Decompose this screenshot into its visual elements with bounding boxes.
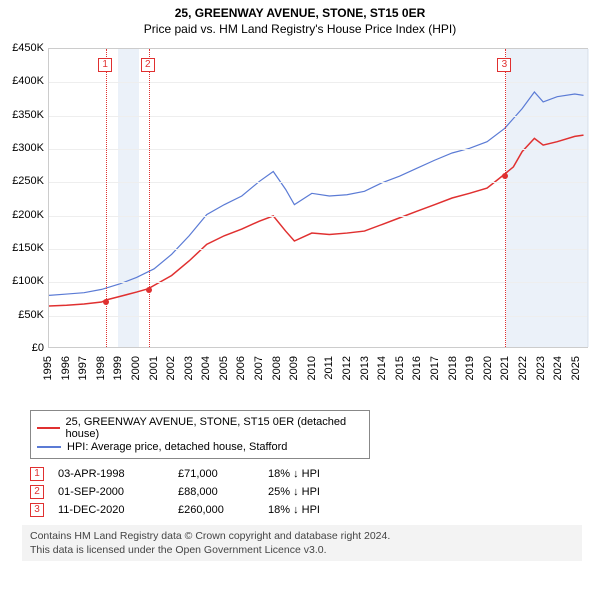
x-axis-label: 2004: [200, 356, 212, 380]
x-axis-label: 2018: [447, 356, 459, 380]
plot-region: [48, 48, 588, 348]
event-vline: [149, 49, 150, 347]
x-axis-label: 1996: [60, 356, 72, 380]
x-axis-label: 2006: [235, 356, 247, 380]
event-date: 11-DEC-2020: [58, 504, 178, 516]
x-axis-label: 2017: [429, 356, 441, 380]
series-line: [49, 92, 584, 295]
events-table: 103-APR-1998£71,00018% ↓ HPI201-SEP-2000…: [30, 467, 600, 517]
event-marker-2: 2: [141, 58, 155, 72]
event-value: £260,000: [178, 504, 268, 516]
x-axis-label: 1997: [77, 356, 89, 380]
event-value: £71,000: [178, 468, 268, 480]
event-number-box: 1: [30, 467, 44, 481]
legend-box: 25, GREENWAY AVENUE, STONE, ST15 0ER (de…: [30, 410, 370, 459]
x-axis-label: 2024: [552, 356, 564, 380]
series-marker-dot: [146, 287, 152, 293]
y-axis-label: £150K: [2, 242, 44, 254]
legend-row: 25, GREENWAY AVENUE, STONE, ST15 0ER (de…: [37, 416, 363, 440]
y-axis-label: £250K: [2, 175, 44, 187]
x-axis-label: 2014: [376, 356, 388, 380]
y-axis-label: £350K: [2, 109, 44, 121]
event-delta: 25% ↓ HPI: [268, 486, 320, 498]
y-axis-label: £300K: [2, 142, 44, 154]
legend-row: HPI: Average price, detached house, Staf…: [37, 441, 363, 453]
event-delta: 18% ↓ HPI: [268, 504, 320, 516]
event-delta: 18% ↓ HPI: [268, 468, 320, 480]
event-value: £88,000: [178, 486, 268, 498]
footer-line-1: Contains HM Land Registry data © Crown c…: [30, 529, 574, 543]
event-number-box: 3: [30, 503, 44, 517]
event-vline: [505, 49, 506, 347]
x-axis-label: 2009: [288, 356, 300, 380]
event-row: 1 03-APR-1998£71,00018% ↓ HPI: [30, 467, 600, 481]
y-axis-label: £0: [2, 342, 44, 354]
event-date: 03-APR-1998: [58, 468, 178, 480]
event-number-box: 2: [30, 485, 44, 499]
x-axis-label: 2010: [306, 356, 318, 380]
x-axis-label: 1995: [42, 356, 54, 380]
chart-title-block: 25, GREENWAY AVENUE, STONE, ST15 0ER Pri…: [0, 0, 600, 36]
x-axis-label: 2005: [218, 356, 230, 380]
x-axis-label: 2011: [323, 356, 335, 380]
event-row: 3 11-DEC-2020£260,00018% ↓ HPI: [30, 503, 600, 517]
x-axis-label: 2020: [482, 356, 494, 380]
x-axis-label: 1999: [112, 356, 124, 380]
event-date: 01-SEP-2000: [58, 486, 178, 498]
event-row: 2 01-SEP-2000£88,00025% ↓ HPI: [30, 485, 600, 499]
x-axis-label: 2016: [411, 356, 423, 380]
x-axis-label: 2025: [570, 356, 582, 380]
x-axis-label: 2007: [253, 356, 265, 380]
legend-swatch: [37, 446, 61, 448]
title-line-2: Price paid vs. HM Land Registry's House …: [0, 22, 600, 36]
x-axis-label: 1998: [95, 356, 107, 380]
event-marker-3: 3: [497, 58, 511, 72]
legend-label: HPI: Average price, detached house, Staf…: [67, 441, 287, 453]
x-axis-label: 2001: [148, 356, 160, 380]
attribution-footer: Contains HM Land Registry data © Crown c…: [22, 525, 582, 561]
y-axis-label: £50K: [2, 309, 44, 321]
series-marker-dot: [103, 299, 109, 305]
x-axis-label: 2023: [535, 356, 547, 380]
chart-area: £0 £50K £100K £150K £200K £250K £300K £350K £400…: [0, 40, 600, 410]
x-axis-label: 2000: [130, 356, 142, 380]
legend-label: 25, GREENWAY AVENUE, STONE, ST15 0ER (de…: [66, 416, 364, 440]
x-axis-label: 2008: [271, 356, 283, 380]
x-axis-label: 2019: [464, 356, 476, 380]
y-axis-label: £450K: [2, 42, 44, 54]
legend-swatch: [37, 427, 60, 429]
x-axis-label: 2003: [183, 356, 195, 380]
y-axis-label: £200K: [2, 209, 44, 221]
event-marker-1: 1: [98, 58, 112, 72]
x-axis-label: 2015: [394, 356, 406, 380]
series-marker-dot: [502, 173, 508, 179]
footer-line-2: This data is licensed under the Open Gov…: [30, 543, 574, 557]
y-axis-label: £100K: [2, 275, 44, 287]
x-axis-label: 2022: [517, 356, 529, 380]
x-axis-label: 2012: [341, 356, 353, 380]
y-axis-label: £400K: [2, 75, 44, 87]
x-axis-label: 2021: [499, 356, 511, 380]
title-line-1: 25, GREENWAY AVENUE, STONE, ST15 0ER: [0, 6, 600, 20]
x-axis-label: 2013: [359, 356, 371, 380]
x-axis-label: 2002: [165, 356, 177, 380]
